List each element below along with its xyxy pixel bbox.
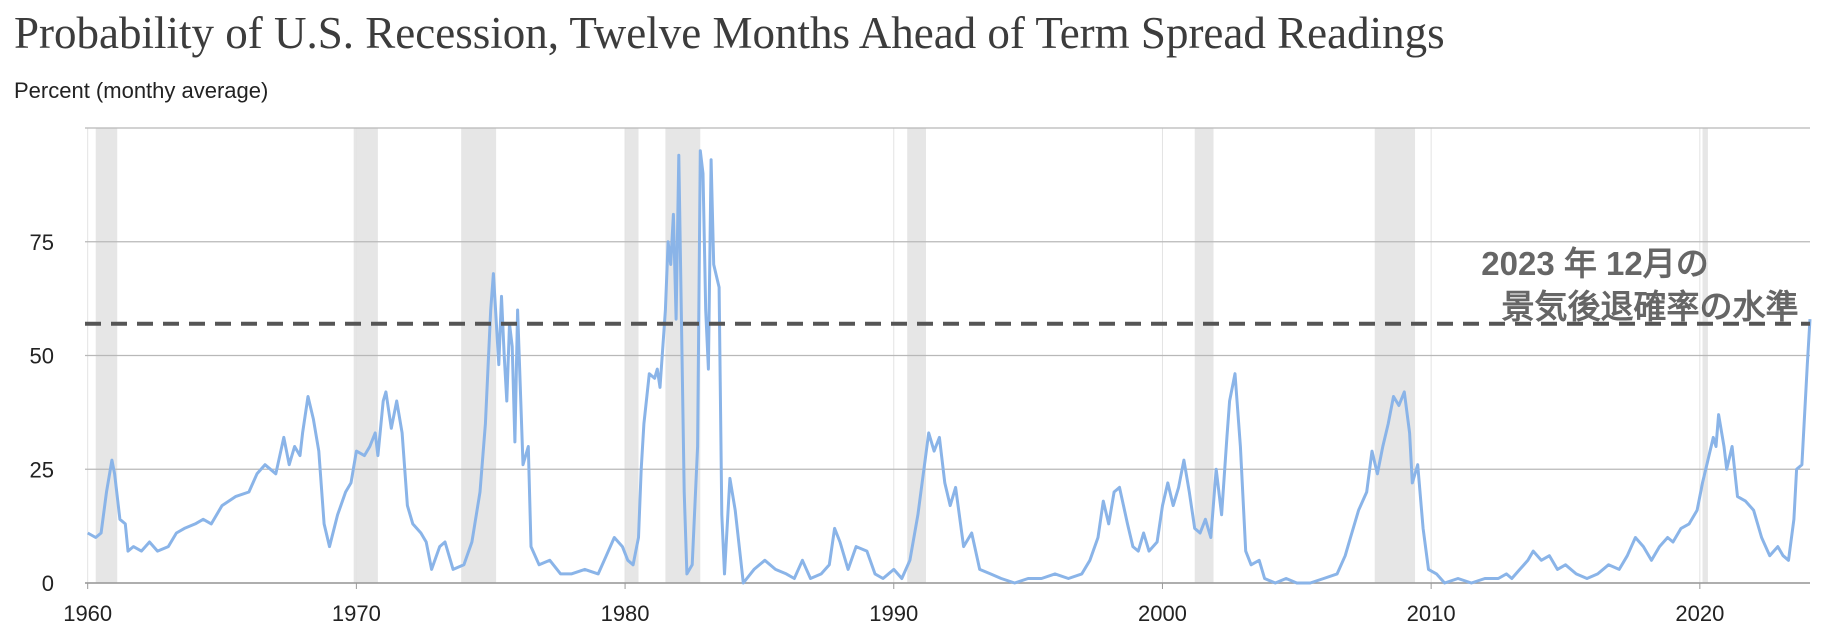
x-tick-label: 1960: [63, 601, 112, 626]
chart-title: Probability of U.S. Recession, Twelve Mo…: [14, 8, 1445, 58]
annotation-line-1: 2023 年 12月の: [1481, 245, 1708, 282]
x-tick-label: 1990: [869, 601, 918, 626]
y-tick-label: 75: [30, 230, 54, 255]
y-tick-label: 25: [30, 457, 54, 482]
gridlines-group: [85, 127, 1810, 584]
y-tick-label: 50: [30, 344, 54, 369]
tick-labels-group: 0 25 50 75 1960 1970 1980 1990 2000 2010 2020: [30, 230, 1725, 626]
x-tick-label: 1980: [601, 601, 650, 626]
x-tick-label: 2000: [1138, 601, 1187, 626]
x-tick-label: 2010: [1407, 601, 1456, 626]
series-group: [85, 149, 1812, 585]
annotation-line-2: 景気後退確率の水準: [1502, 288, 1799, 325]
x-tick-label: 1970: [332, 601, 381, 626]
x-tick-label: 2020: [1675, 601, 1724, 626]
y-axis-label: Percent (monthy average): [14, 78, 268, 103]
recession-probability-line: [86, 149, 1812, 585]
y-tick-label: 0: [42, 571, 54, 596]
annotation-current-level: 2023 年 12月の 景気後退確率の水準: [1481, 245, 1798, 325]
